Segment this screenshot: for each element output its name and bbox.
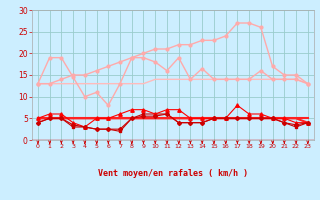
Text: Vent moyen/en rafales ( km/h ): Vent moyen/en rafales ( km/h ) [98,170,248,178]
